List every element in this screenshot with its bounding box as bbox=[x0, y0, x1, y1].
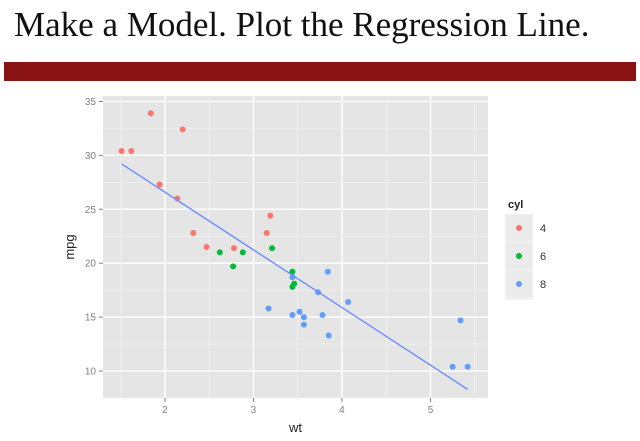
data-point-cyl-8 bbox=[325, 332, 332, 339]
legend-key-cyl-8 bbox=[516, 281, 522, 287]
legend-key-cyl-4 bbox=[516, 225, 522, 231]
y-tick-label: 30 bbox=[85, 151, 97, 162]
legend-label-cyl-4: 4 bbox=[540, 223, 546, 235]
data-point-cyl-8 bbox=[324, 268, 331, 275]
data-point-cyl-6 bbox=[269, 245, 276, 252]
plot-panel bbox=[103, 96, 488, 398]
legend-title: cyl bbox=[508, 199, 523, 211]
x-axis-title: wt bbox=[288, 420, 302, 435]
data-point-cyl-4 bbox=[118, 148, 125, 155]
data-point-cyl-6 bbox=[291, 280, 298, 287]
y-tick-label: 35 bbox=[85, 97, 97, 108]
x-tick-label: 3 bbox=[251, 405, 257, 416]
legend: cyl 4 6 8 bbox=[505, 199, 546, 300]
data-point-cyl-6 bbox=[216, 249, 223, 256]
data-point-cyl-8 bbox=[345, 299, 352, 306]
data-point-cyl-8 bbox=[300, 321, 307, 328]
minor-gridlines bbox=[103, 96, 488, 399]
y-axis-title: mpg bbox=[62, 234, 77, 259]
data-point-cyl-4 bbox=[156, 181, 163, 188]
slide-title: Make a Model. Plot the Regression Line. bbox=[14, 5, 590, 44]
data-point-cyl-8 bbox=[449, 363, 456, 370]
data-point-cyl-6 bbox=[289, 268, 296, 275]
data-points bbox=[118, 110, 471, 370]
y-tick-label: 20 bbox=[85, 259, 97, 270]
data-point-cyl-8 bbox=[457, 317, 464, 324]
data-point-cyl-4 bbox=[267, 212, 274, 219]
data-point-cyl-6 bbox=[230, 263, 237, 270]
legend-label-cyl-8: 8 bbox=[540, 279, 546, 291]
x-tick-label: 4 bbox=[339, 405, 345, 416]
legend-key-cyl-6 bbox=[516, 253, 522, 259]
data-point-cyl-8 bbox=[300, 314, 307, 321]
data-point-cyl-8 bbox=[265, 305, 272, 312]
data-point-cyl-4 bbox=[179, 126, 186, 133]
x-axis-ticks: 2 3 4 5 bbox=[162, 398, 434, 416]
data-point-cyl-4 bbox=[147, 110, 154, 117]
data-point-cyl-4 bbox=[263, 229, 270, 236]
data-point-cyl-4 bbox=[190, 229, 197, 236]
data-point-cyl-4 bbox=[230, 245, 237, 252]
data-point-cyl-4 bbox=[128, 148, 135, 155]
x-tick-label: 5 bbox=[428, 405, 434, 416]
data-point-cyl-8 bbox=[289, 311, 296, 318]
y-tick-label: 15 bbox=[85, 313, 97, 324]
y-tick-label: 25 bbox=[85, 205, 97, 216]
data-point-cyl-8 bbox=[464, 363, 471, 370]
title-bar bbox=[4, 62, 636, 81]
y-tick-label: 10 bbox=[85, 367, 97, 378]
data-point-cyl-8 bbox=[296, 308, 303, 315]
y-axis-ticks: 10 15 20 25 30 35 bbox=[85, 97, 103, 378]
regression-line bbox=[121, 163, 469, 390]
data-point-cyl-4 bbox=[203, 244, 210, 250]
data-point-cyl-6 bbox=[239, 249, 246, 256]
x-tick-label: 2 bbox=[162, 405, 168, 416]
data-point-cyl-8 bbox=[319, 311, 326, 318]
legend-label-cyl-6: 6 bbox=[540, 251, 546, 263]
major-gridlines bbox=[103, 96, 488, 398]
